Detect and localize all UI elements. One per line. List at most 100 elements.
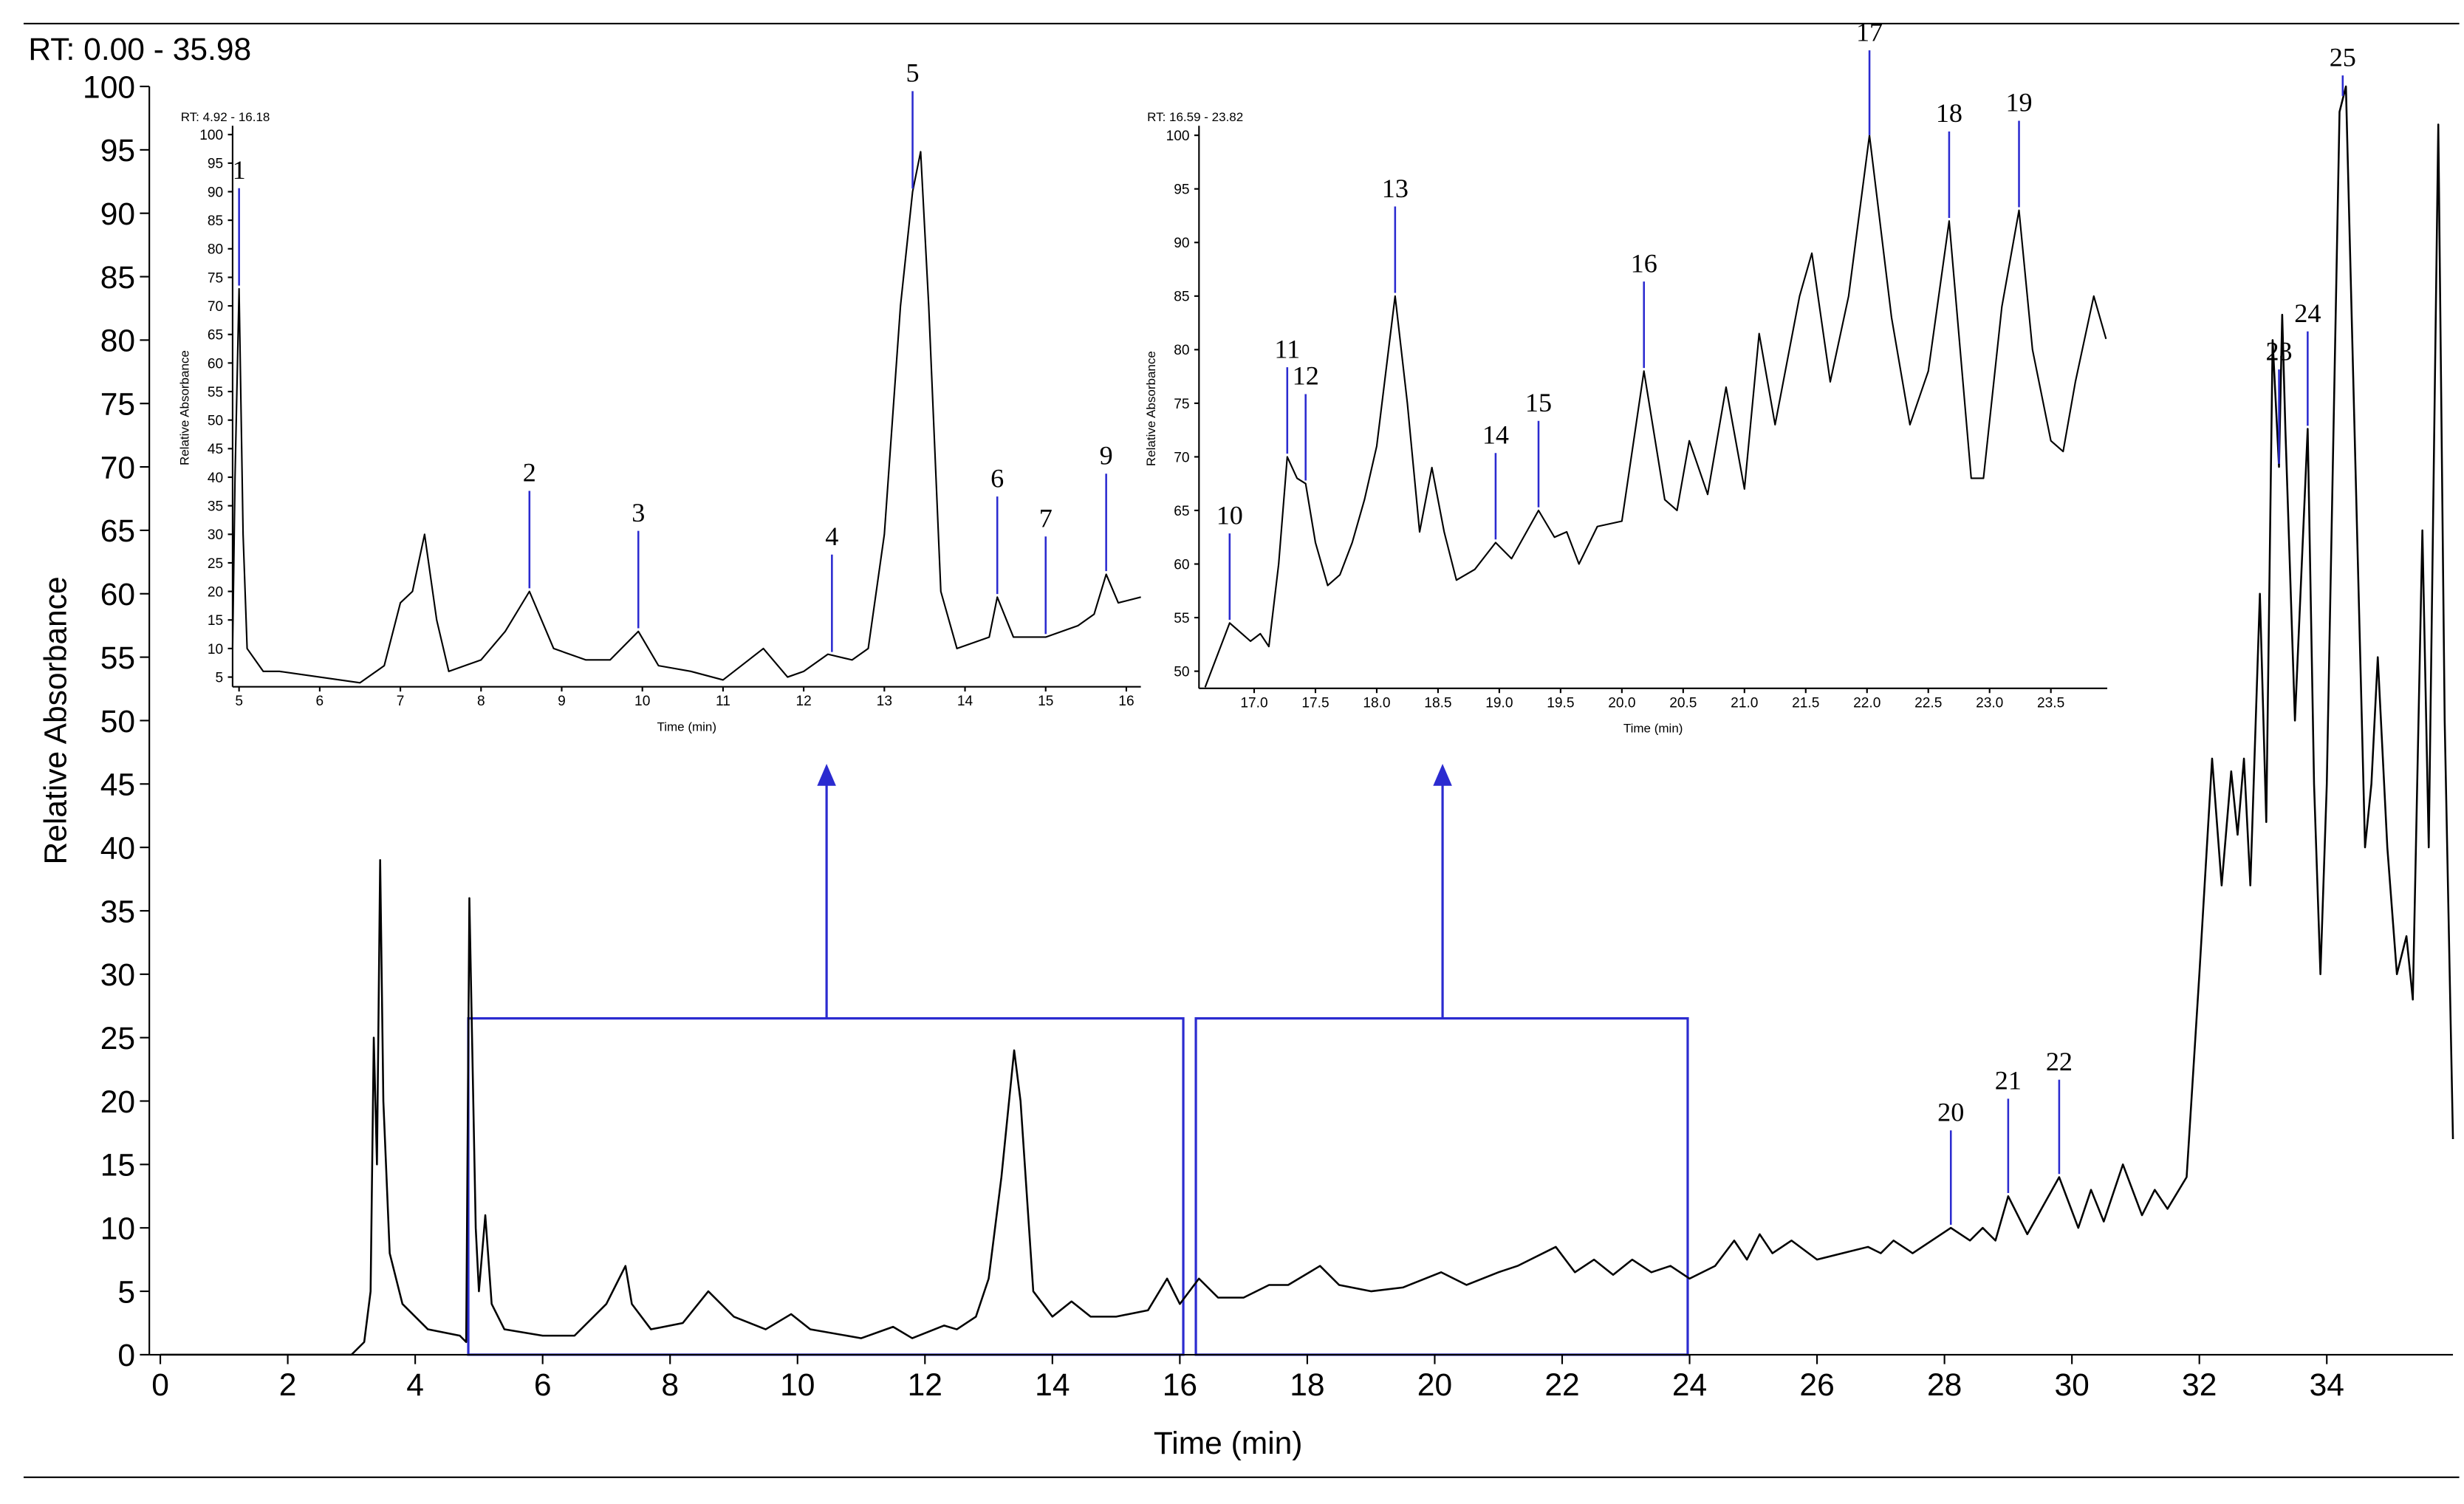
y-tick-label: 15 bbox=[100, 1148, 135, 1183]
x-tick-label: 19.0 bbox=[1485, 695, 1513, 711]
trace bbox=[1204, 134, 2107, 688]
trace bbox=[231, 151, 1141, 684]
x-tick-label: 8 bbox=[477, 694, 485, 709]
y-tick-label: 100 bbox=[1166, 129, 1190, 144]
x-tick-label: 21.5 bbox=[1792, 695, 1819, 711]
x-tick-label: 5 bbox=[235, 694, 243, 709]
y-tick-label: 10 bbox=[100, 1211, 135, 1247]
y-tick-label: 60 bbox=[208, 356, 223, 372]
y-tick-label: 75 bbox=[100, 387, 135, 423]
peak-label: 20 bbox=[1937, 1098, 1964, 1127]
x-tick-label: 23.5 bbox=[2037, 695, 2064, 711]
x-tick-label: 6 bbox=[534, 1367, 552, 1403]
x-tick-label: 14 bbox=[957, 694, 973, 709]
peak-label: 24 bbox=[2294, 298, 2321, 328]
y-tick-label: 90 bbox=[100, 196, 135, 232]
y-tick-label: 40 bbox=[208, 471, 223, 486]
peak-label: 25 bbox=[2330, 42, 2356, 72]
y-tick-label: 15 bbox=[208, 613, 223, 629]
y-tick-label: 50 bbox=[100, 704, 135, 739]
peak-label: 21 bbox=[1995, 1066, 2022, 1095]
x-axis-label: Time (min) bbox=[1154, 1426, 1303, 1461]
x-tick-label: 8 bbox=[661, 1367, 679, 1403]
y-tick-label: 55 bbox=[1174, 611, 1189, 626]
x-tick-label: 22 bbox=[1544, 1367, 1579, 1403]
y-tick-label: 50 bbox=[208, 414, 223, 429]
y-axis-label: Relative Absorbance bbox=[38, 576, 73, 864]
y-tick-label: 60 bbox=[1174, 557, 1189, 572]
y-tick-label: 80 bbox=[100, 324, 135, 359]
peak-label: 22 bbox=[2046, 1047, 2073, 1076]
x-tick-label: 17.5 bbox=[1301, 695, 1329, 711]
x-tick-label: 10 bbox=[634, 694, 650, 709]
x-tick-label: 20.0 bbox=[1608, 695, 1635, 711]
peak-label: 6 bbox=[990, 463, 1004, 493]
x-tick-label: 16 bbox=[1118, 694, 1134, 709]
peak-label: 13 bbox=[1382, 174, 1409, 203]
y-tick-label: 5 bbox=[117, 1274, 135, 1310]
x-tick-label: 20.5 bbox=[1669, 695, 1697, 711]
chart-title: RT: 0.00 - 35.98 bbox=[28, 32, 251, 67]
peak-label: 5 bbox=[906, 58, 920, 88]
y-tick-label: 100 bbox=[199, 128, 223, 143]
x-tick-label: 6 bbox=[316, 694, 324, 709]
x-tick-label: 18 bbox=[1290, 1367, 1324, 1403]
peak-label: 1 bbox=[233, 155, 246, 185]
y-tick-label: 90 bbox=[1174, 236, 1189, 251]
x-tick-label: 18.0 bbox=[1363, 695, 1390, 711]
x-tick-label: 28 bbox=[1927, 1367, 1962, 1403]
arrow-head bbox=[817, 763, 836, 786]
y-tick-label: 70 bbox=[208, 299, 223, 315]
y-tick-label: 90 bbox=[208, 185, 223, 200]
peak-label: 10 bbox=[1216, 500, 1243, 530]
y-tick-label: 35 bbox=[100, 894, 135, 929]
x-tick-label: 17.0 bbox=[1240, 695, 1267, 711]
y-tick-label: 70 bbox=[1174, 450, 1189, 465]
x-tick-label: 9 bbox=[558, 694, 566, 709]
y-tick-label: 60 bbox=[100, 577, 135, 612]
peak-label: 7 bbox=[1039, 504, 1053, 533]
inset-title: RT: 16.59 - 23.82 bbox=[1147, 110, 1243, 124]
x-tick-label: 32 bbox=[2182, 1367, 2217, 1403]
x-tick-label: 20 bbox=[1417, 1367, 1452, 1403]
x-tick-label: 2 bbox=[279, 1367, 297, 1403]
y-tick-label: 75 bbox=[208, 270, 223, 286]
x-tick-label: 16 bbox=[1163, 1367, 1197, 1403]
x-tick-label: 19.5 bbox=[1547, 695, 1574, 711]
y-axis-label: Relative Absorbance bbox=[177, 350, 191, 465]
peak-label: 3 bbox=[632, 498, 645, 527]
y-tick-label: 85 bbox=[208, 213, 223, 229]
y-tick-label: 80 bbox=[1174, 343, 1189, 358]
x-tick-label: 18.5 bbox=[1424, 695, 1451, 711]
peak-label: 17 bbox=[1856, 17, 1883, 47]
y-tick-label: 5 bbox=[216, 670, 224, 686]
y-tick-label: 45 bbox=[208, 442, 223, 457]
x-tick-label: 12 bbox=[795, 694, 811, 709]
peak-label: 15 bbox=[1525, 388, 1552, 417]
inset-title: RT: 4.92 - 16.18 bbox=[181, 110, 270, 124]
x-tick-label: 30 bbox=[2055, 1367, 2090, 1403]
x-tick-label: 21.0 bbox=[1731, 695, 1758, 711]
y-tick-label: 55 bbox=[100, 640, 135, 676]
peak-label: 2 bbox=[523, 458, 536, 488]
y-tick-label: 95 bbox=[208, 157, 223, 172]
y-tick-label: 95 bbox=[1174, 182, 1189, 198]
peak-label: 16 bbox=[1631, 248, 1657, 278]
x-tick-label: 15 bbox=[1038, 694, 1053, 709]
x-tick-label: 7 bbox=[397, 694, 405, 709]
peak-label: 18 bbox=[1936, 98, 1962, 128]
x-axis-label: Time (min) bbox=[1623, 721, 1683, 735]
y-tick-label: 25 bbox=[208, 556, 223, 572]
peak-label: 11 bbox=[1274, 334, 1300, 363]
y-tick-label: 20 bbox=[100, 1084, 135, 1120]
y-tick-label: 65 bbox=[208, 328, 223, 343]
y-tick-label: 20 bbox=[208, 585, 223, 601]
y-tick-label: 25 bbox=[100, 1021, 135, 1056]
x-tick-label: 22.0 bbox=[1853, 695, 1880, 711]
arrow-head bbox=[1433, 763, 1452, 786]
x-tick-label: 13 bbox=[877, 694, 892, 709]
y-tick-label: 30 bbox=[100, 957, 135, 993]
